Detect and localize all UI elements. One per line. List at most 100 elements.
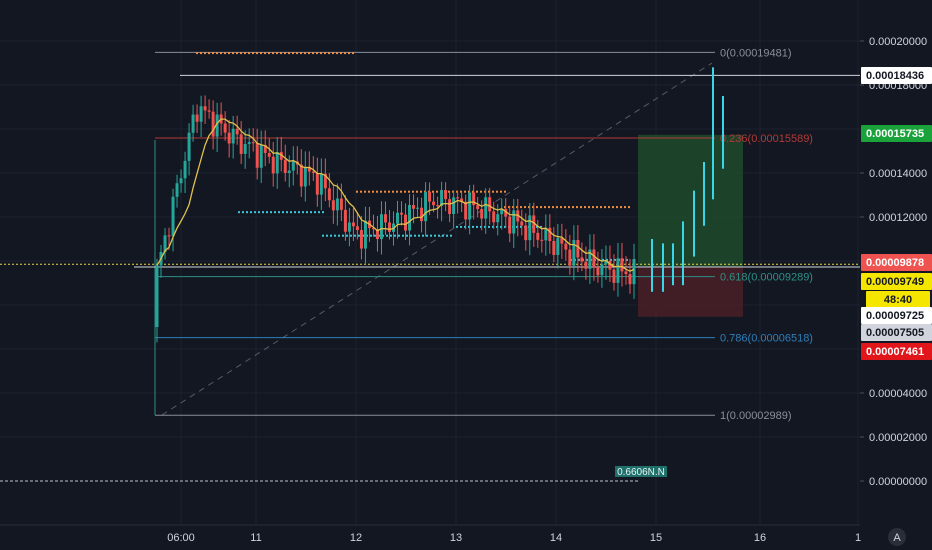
candle-body xyxy=(428,191,432,202)
dot xyxy=(346,234,348,237)
dot xyxy=(278,211,280,214)
auto-scale-button[interactable]: A xyxy=(888,528,906,546)
dotted-levels xyxy=(196,52,630,261)
dot xyxy=(564,206,566,209)
candle-body xyxy=(383,214,387,223)
time-axis[interactable]: 06:00 11 12 13 14 15 16 1 A xyxy=(0,524,932,550)
dot xyxy=(334,234,336,237)
candle-body xyxy=(596,267,600,276)
trend-diagonal-line[interactable] xyxy=(161,62,713,416)
dot xyxy=(402,234,404,237)
candle-body xyxy=(560,238,564,244)
dot xyxy=(324,52,326,55)
candle-body xyxy=(331,200,335,211)
dot xyxy=(578,258,580,261)
time-axis-background xyxy=(0,525,932,550)
price-tag[interactable]: 0.00009749 xyxy=(861,273,932,290)
price-tag[interactable]: 0.00009878 xyxy=(861,254,932,271)
price-tag[interactable]: 0.00015735 xyxy=(861,125,932,142)
dot xyxy=(452,190,454,193)
dot xyxy=(394,234,396,237)
candle-body xyxy=(319,173,323,195)
dot xyxy=(456,225,458,228)
price-tick-label: 0.00004000 xyxy=(869,388,927,400)
dot xyxy=(492,190,494,193)
candle-body xyxy=(263,144,267,154)
dot xyxy=(292,52,294,55)
dot xyxy=(556,206,558,209)
price-tick-label: 0.00002000 xyxy=(869,432,927,444)
dot xyxy=(382,234,384,237)
dot xyxy=(280,52,282,55)
dot xyxy=(236,52,238,55)
dot xyxy=(400,190,402,193)
dot xyxy=(424,190,426,193)
price-tag[interactable]: 0.00007461 xyxy=(861,343,932,360)
candle-body xyxy=(552,241,556,255)
stop-loss-zone[interactable] xyxy=(638,266,743,317)
candle-body xyxy=(311,171,315,173)
dot xyxy=(520,225,522,228)
fib-level-label: 0(0.00019481) xyxy=(720,47,792,59)
candle-body xyxy=(492,211,496,223)
dot xyxy=(350,234,352,237)
dot xyxy=(376,190,378,193)
candle-body xyxy=(396,212,400,224)
candle-body xyxy=(508,216,512,234)
dot xyxy=(284,52,286,55)
profit-zone[interactable] xyxy=(638,134,743,267)
dot xyxy=(536,206,538,209)
candle-body xyxy=(387,222,391,232)
dot xyxy=(404,190,406,193)
dot xyxy=(580,206,582,209)
time-tick-label: 16 xyxy=(754,532,766,544)
dot xyxy=(504,190,506,193)
dot xyxy=(344,52,346,55)
dot xyxy=(496,225,498,228)
candle-body xyxy=(167,235,171,237)
dot xyxy=(464,190,466,193)
candle-body xyxy=(456,197,460,199)
candle-body xyxy=(572,239,576,266)
dot xyxy=(422,234,424,237)
candle-body xyxy=(592,249,596,268)
candle-body xyxy=(544,227,548,241)
dot xyxy=(244,52,246,55)
dot xyxy=(532,206,534,209)
dot xyxy=(352,52,354,55)
price-axis[interactable]: 0.000200000.000180000.000140000.00012000… xyxy=(860,0,932,525)
dot xyxy=(488,225,490,228)
dot xyxy=(472,190,474,193)
dot xyxy=(200,52,202,55)
price-tag[interactable]: 48:40 xyxy=(866,291,930,308)
candle-body xyxy=(351,222,355,227)
candle-body xyxy=(259,144,263,168)
dot xyxy=(342,234,344,237)
time-tick-label: 14 xyxy=(550,532,562,544)
fib-level-label: 0.618(0.00009289) xyxy=(720,272,813,284)
dot xyxy=(228,52,230,55)
dot xyxy=(418,234,420,237)
candle-body xyxy=(171,196,175,237)
candle-body xyxy=(616,258,620,283)
price-tag[interactable]: 0.00018436 xyxy=(861,67,932,84)
price-tag[interactable]: 0.00007505 xyxy=(861,324,932,341)
candle-body xyxy=(476,205,480,209)
candle-body xyxy=(488,197,492,212)
dot xyxy=(600,206,602,209)
candle-body xyxy=(556,238,560,255)
candle-body xyxy=(608,260,612,270)
candle-body xyxy=(580,257,584,262)
candle-body xyxy=(564,243,568,250)
candle-body xyxy=(464,201,468,220)
dot xyxy=(436,190,438,193)
time-tick-label: 13 xyxy=(450,532,462,544)
forecast-candles xyxy=(651,67,724,292)
price-tag[interactable]: 0.00009725 xyxy=(861,307,932,324)
horizontal-lines[interactable] xyxy=(0,74,860,482)
dot xyxy=(310,211,312,214)
dot xyxy=(616,206,618,209)
risk-reward-zones[interactable] xyxy=(161,62,743,416)
dot xyxy=(412,190,414,193)
